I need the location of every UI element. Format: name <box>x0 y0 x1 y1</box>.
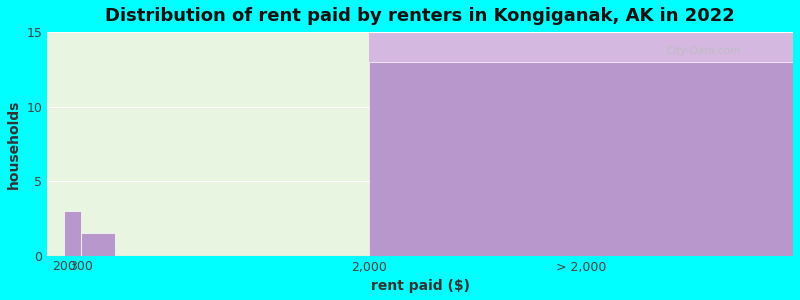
Bar <box>81 233 115 256</box>
Bar <box>370 32 793 256</box>
Bar <box>47 32 370 256</box>
X-axis label: rent paid ($): rent paid ($) <box>370 279 470 293</box>
Text: City-Data.com: City-Data.com <box>666 46 740 56</box>
Title: Distribution of rent paid by renters in Kongiganak, AK in 2022: Distribution of rent paid by renters in … <box>106 7 735 25</box>
Y-axis label: households: households <box>7 99 21 188</box>
Bar <box>64 211 81 256</box>
Bar <box>370 62 793 256</box>
